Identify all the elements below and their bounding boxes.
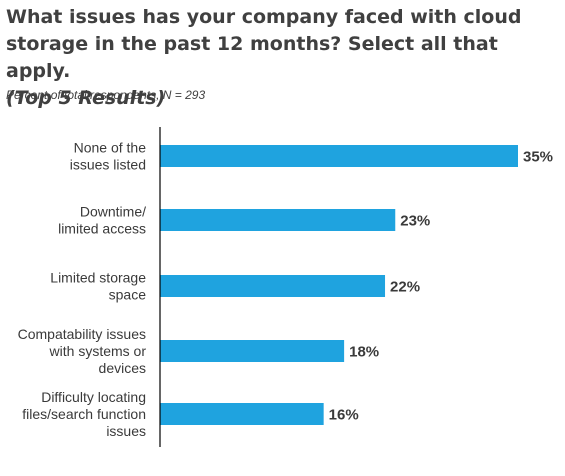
bar-5 [160,403,324,425]
bar-1 [160,145,518,167]
bar-4 [160,340,345,362]
category-label-5-line-1: Difficulty locating [41,389,146,405]
category-label-1-line-2: issues listed [70,157,146,173]
chart-title: What issues has your company faced with … [6,4,561,112]
category-label-5-line-3: issues [106,423,146,439]
chart-subtitle: Percent of total respondents, N = 293 [6,88,206,102]
category-label-1-line-1: None of the [74,140,147,156]
chart-title-line-2: storage in the past 12 months? Select al… [6,33,498,82]
bar-2 [160,209,396,231]
category-label-4-line-3: devices [99,360,146,376]
value-label-1: 35% [523,149,553,166]
category-label-5-line-2: files/search function [22,406,146,422]
value-label-5: 16% [329,407,359,424]
category-label-2-line-2: limited access [58,221,146,237]
value-label-4: 18% [349,344,379,361]
value-label-3: 22% [390,279,420,296]
category-label-4-line-1: Compatability issues [18,326,146,342]
chart-title-line-3: (Top 5 Results) [6,87,166,109]
category-label-2-line-1: Downtime/ [80,204,146,220]
bar-3 [160,275,386,297]
chart-title-line-1: What issues has your company faced with … [6,6,522,28]
category-label-3-line-1: Limited storage [50,270,146,286]
category-label-3-line-2: space [109,287,147,303]
category-label-4-line-2: with systems or [49,343,147,359]
value-label-2: 23% [400,213,430,230]
